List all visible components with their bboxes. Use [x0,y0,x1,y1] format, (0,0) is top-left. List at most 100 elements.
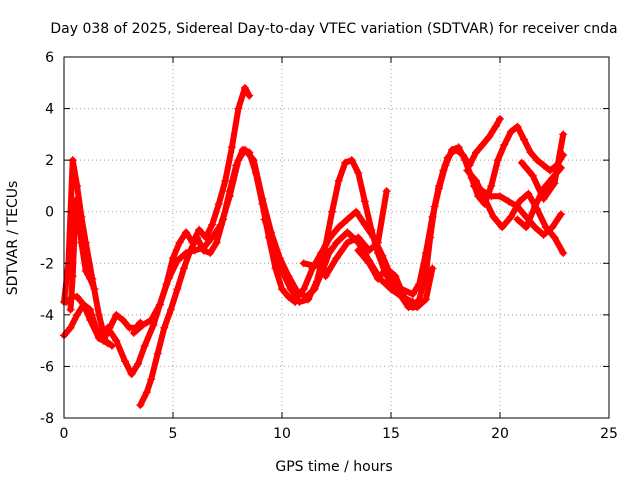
y-tick-label: 0 [45,205,54,221]
data-point [179,264,188,273]
data-point [522,212,531,221]
data-point [474,192,483,201]
data-point [79,300,88,309]
data-point [227,143,236,152]
data-point [260,215,269,224]
plot-frame [63,56,610,419]
data-point [373,238,382,247]
data-point [251,169,260,178]
data-point [73,194,82,203]
data-point [99,336,108,345]
data-point [343,228,352,237]
data-point [319,264,328,273]
data-point [112,310,121,319]
data-point [73,181,82,190]
data-point [208,220,217,229]
data-point [77,238,86,247]
data-point [559,150,568,159]
data-point [408,303,417,312]
data-point [291,295,300,304]
data-point [550,179,559,188]
data-point [112,336,121,345]
x-tick-label: 25 [600,426,618,442]
data-point [147,375,156,384]
data-point [480,194,489,203]
data-point [367,225,376,234]
data-point [118,316,127,325]
data-point [458,150,467,159]
data-point [190,246,199,255]
series-trace-arc-1 [61,157,115,349]
data-point [68,156,77,165]
data-point [90,285,99,294]
data-point [310,285,319,294]
data-point [175,238,184,247]
data-point [498,223,507,232]
x-axis-label: GPS time / hours [275,459,392,475]
data-point [421,248,430,257]
x-tick-label: 10 [273,426,291,442]
data-point [408,290,417,299]
data-point [469,181,478,190]
data-point [559,130,568,139]
data-point [506,212,515,221]
data-point [360,197,369,206]
data-point [129,328,138,337]
data-point [332,254,341,263]
y-tick-label: 6 [45,50,54,66]
data-point [539,194,548,203]
data-point [513,122,522,131]
data-point [548,174,557,183]
data-point [86,316,95,325]
data-point [478,187,487,196]
data-point [195,225,204,234]
data-point [249,156,258,165]
data-point [321,272,330,281]
data-point [528,171,537,180]
data-point [86,305,95,314]
data-point [278,285,286,294]
data-point [360,220,369,229]
grid-lines [64,57,609,418]
data-point [515,197,524,206]
data-point [140,341,149,350]
data-point [269,241,278,250]
data-point [557,210,566,219]
data-point [513,215,522,224]
data-point [77,212,86,221]
data-point [557,163,566,172]
data-point [496,192,504,201]
data-point [343,215,352,224]
data-point [530,202,539,211]
data-point [147,316,156,325]
data-point [278,267,286,276]
data-point [155,300,164,309]
data-point [552,161,561,170]
data-point [354,169,363,178]
data-point [430,202,439,211]
data-point [214,199,223,208]
data-point [387,285,395,294]
data-point [533,156,542,165]
data-point [81,267,90,276]
data-point [434,184,443,193]
data-point [275,254,284,263]
y-tick-label: -4 [40,308,54,324]
data-point [240,145,249,154]
series-trace-arc-6 [137,146,299,409]
data-point [400,292,409,301]
data-point [332,238,341,247]
x-tick-label: 0 [60,426,69,442]
data-point [517,158,526,167]
data-point [415,295,424,304]
data-point [496,114,504,123]
data-point [173,256,182,265]
data-point [245,148,254,157]
chart-title: Day 038 of 2025, Sidereal Day-to-day VTE… [50,21,617,37]
data-point [138,321,147,330]
data-point [134,359,143,368]
data-point [325,246,334,255]
data-point [232,161,241,170]
data-point [504,197,513,206]
